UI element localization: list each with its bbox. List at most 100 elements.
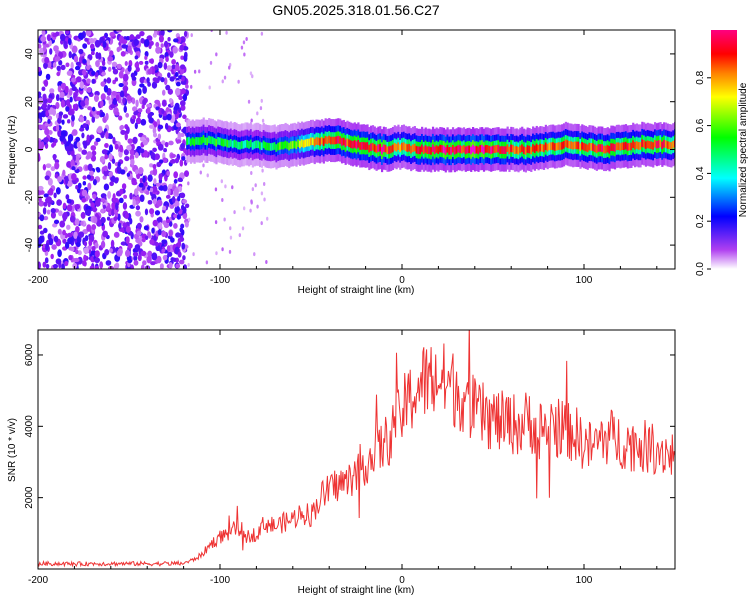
spectrogram-cell xyxy=(162,157,168,164)
spectrogram-cell xyxy=(70,61,74,70)
spectrogram-cell xyxy=(508,146,511,155)
spectrogram-cell xyxy=(115,202,119,211)
spectrogram-cell xyxy=(306,138,309,147)
spectrogram-cell xyxy=(130,158,135,166)
spectrogram-cell xyxy=(48,39,53,47)
spectrogram-cell xyxy=(101,60,106,67)
spectrogram-cell xyxy=(108,134,114,140)
spectrogram-cell xyxy=(260,221,263,226)
spectrogram-cell xyxy=(433,146,436,155)
colorbar-tick-label: 0.2 xyxy=(695,214,706,228)
spectrogram-cell xyxy=(166,219,171,224)
spectrogram-cell xyxy=(148,124,155,129)
spectrogram-cell xyxy=(404,143,407,152)
spectrogram-cell xyxy=(132,199,137,207)
spectrogram-cell xyxy=(120,129,126,135)
spectrogram-cell xyxy=(81,149,88,155)
spectrogram-cell xyxy=(468,145,471,154)
spectrogram-cell xyxy=(570,141,573,149)
spectrogram-cell xyxy=(47,104,51,110)
spectrogram-cell xyxy=(180,80,187,85)
spectrogram-cell xyxy=(69,215,76,223)
spectrogram-cell xyxy=(167,36,171,42)
spectrogram-cell xyxy=(85,205,92,211)
spectrogram-cell xyxy=(328,135,331,144)
spectrogram-cell xyxy=(302,140,305,148)
spectrogram-cell xyxy=(68,88,73,96)
spectrogram-cell xyxy=(39,230,45,235)
spectrogram-cell xyxy=(107,161,112,170)
spectrogram-cell xyxy=(38,261,41,269)
spectrogram-cell xyxy=(424,145,427,153)
spectrogram-cell xyxy=(240,45,244,50)
spectrogram-cell xyxy=(153,30,158,36)
spectrogram-cell xyxy=(142,85,147,94)
spectrogram-cell xyxy=(38,185,44,191)
spectrogram-cell xyxy=(422,146,426,155)
spectrogram-cell xyxy=(45,110,49,117)
spectrogram-cell xyxy=(77,147,83,152)
spectrogram-cell xyxy=(190,84,193,89)
spectrogram-cell xyxy=(455,145,458,154)
spectrogram-cell xyxy=(96,110,100,115)
spectrogram-cell xyxy=(180,104,186,111)
spectrogram-cell xyxy=(209,136,213,145)
spectrogram-cell xyxy=(103,85,109,93)
spectrogram-cell xyxy=(393,142,396,151)
spectrogram-cell xyxy=(239,141,242,150)
spectrogram-cell xyxy=(521,144,524,153)
spectrogram-cell xyxy=(97,197,102,203)
spectrogram-cell xyxy=(48,187,54,196)
spectrogram-cell xyxy=(366,142,369,150)
spectrogram-cell xyxy=(238,233,242,238)
spectrogram-cell xyxy=(82,69,87,76)
spectrogram-cell xyxy=(148,117,154,124)
spectrogram-cell xyxy=(66,198,72,204)
spectrogram-cell xyxy=(80,211,86,219)
spectrogram-cell xyxy=(254,183,257,188)
spectrogram-cell xyxy=(153,132,158,138)
spectrogram-cell xyxy=(84,235,89,242)
spectrogram-cell xyxy=(561,141,564,150)
spectrogram-cell xyxy=(75,184,79,190)
spectrogram-cell xyxy=(94,39,101,48)
spectrogram-cell xyxy=(151,227,155,234)
spectrogram-cell xyxy=(129,192,133,200)
spectrogram-cell xyxy=(59,33,66,42)
spectrogram-cell xyxy=(147,250,153,258)
spectrogram-cell xyxy=(599,144,602,152)
spectrogram-cell xyxy=(100,208,105,214)
spectrogram-cell xyxy=(162,254,168,261)
spectrogram-cell xyxy=(581,142,584,150)
spectrogram-cell xyxy=(584,143,588,152)
spectrogram-cell xyxy=(104,249,110,256)
spectrogram-cell xyxy=(45,263,50,269)
spectrogram-cell xyxy=(247,99,251,104)
spectrogram-cell xyxy=(224,138,227,147)
spectrogram-cell xyxy=(228,249,232,254)
spectrogram-cell xyxy=(155,46,162,54)
spectrogram-cell xyxy=(149,163,154,168)
spectrogram-cell xyxy=(213,137,216,146)
spectrogram-cell xyxy=(127,138,133,144)
spectrogram-cell xyxy=(564,139,567,148)
spectrogram-cell xyxy=(140,264,145,269)
spectrogram-cell xyxy=(653,139,657,148)
spectrogram-cell xyxy=(134,122,138,130)
spectrogram-cell xyxy=(174,157,180,164)
spectrogram-cell xyxy=(264,142,267,150)
spectrogram-cell xyxy=(78,231,85,238)
spectrogram-cell xyxy=(299,140,302,149)
spectrogram-cell xyxy=(52,62,57,68)
spectrogram-cell xyxy=(666,141,669,149)
spectrogram-cell xyxy=(113,216,118,222)
spectrogram-cell xyxy=(282,141,285,150)
spectrogram-cell xyxy=(171,58,177,65)
spectrogram-cell xyxy=(506,144,509,152)
spectrogram-cell xyxy=(168,221,173,227)
spectrogram-cell xyxy=(122,202,128,210)
spectrogram-cell xyxy=(178,95,183,101)
spectrogram-cell xyxy=(116,249,123,257)
spectrogram-cell xyxy=(88,37,95,44)
